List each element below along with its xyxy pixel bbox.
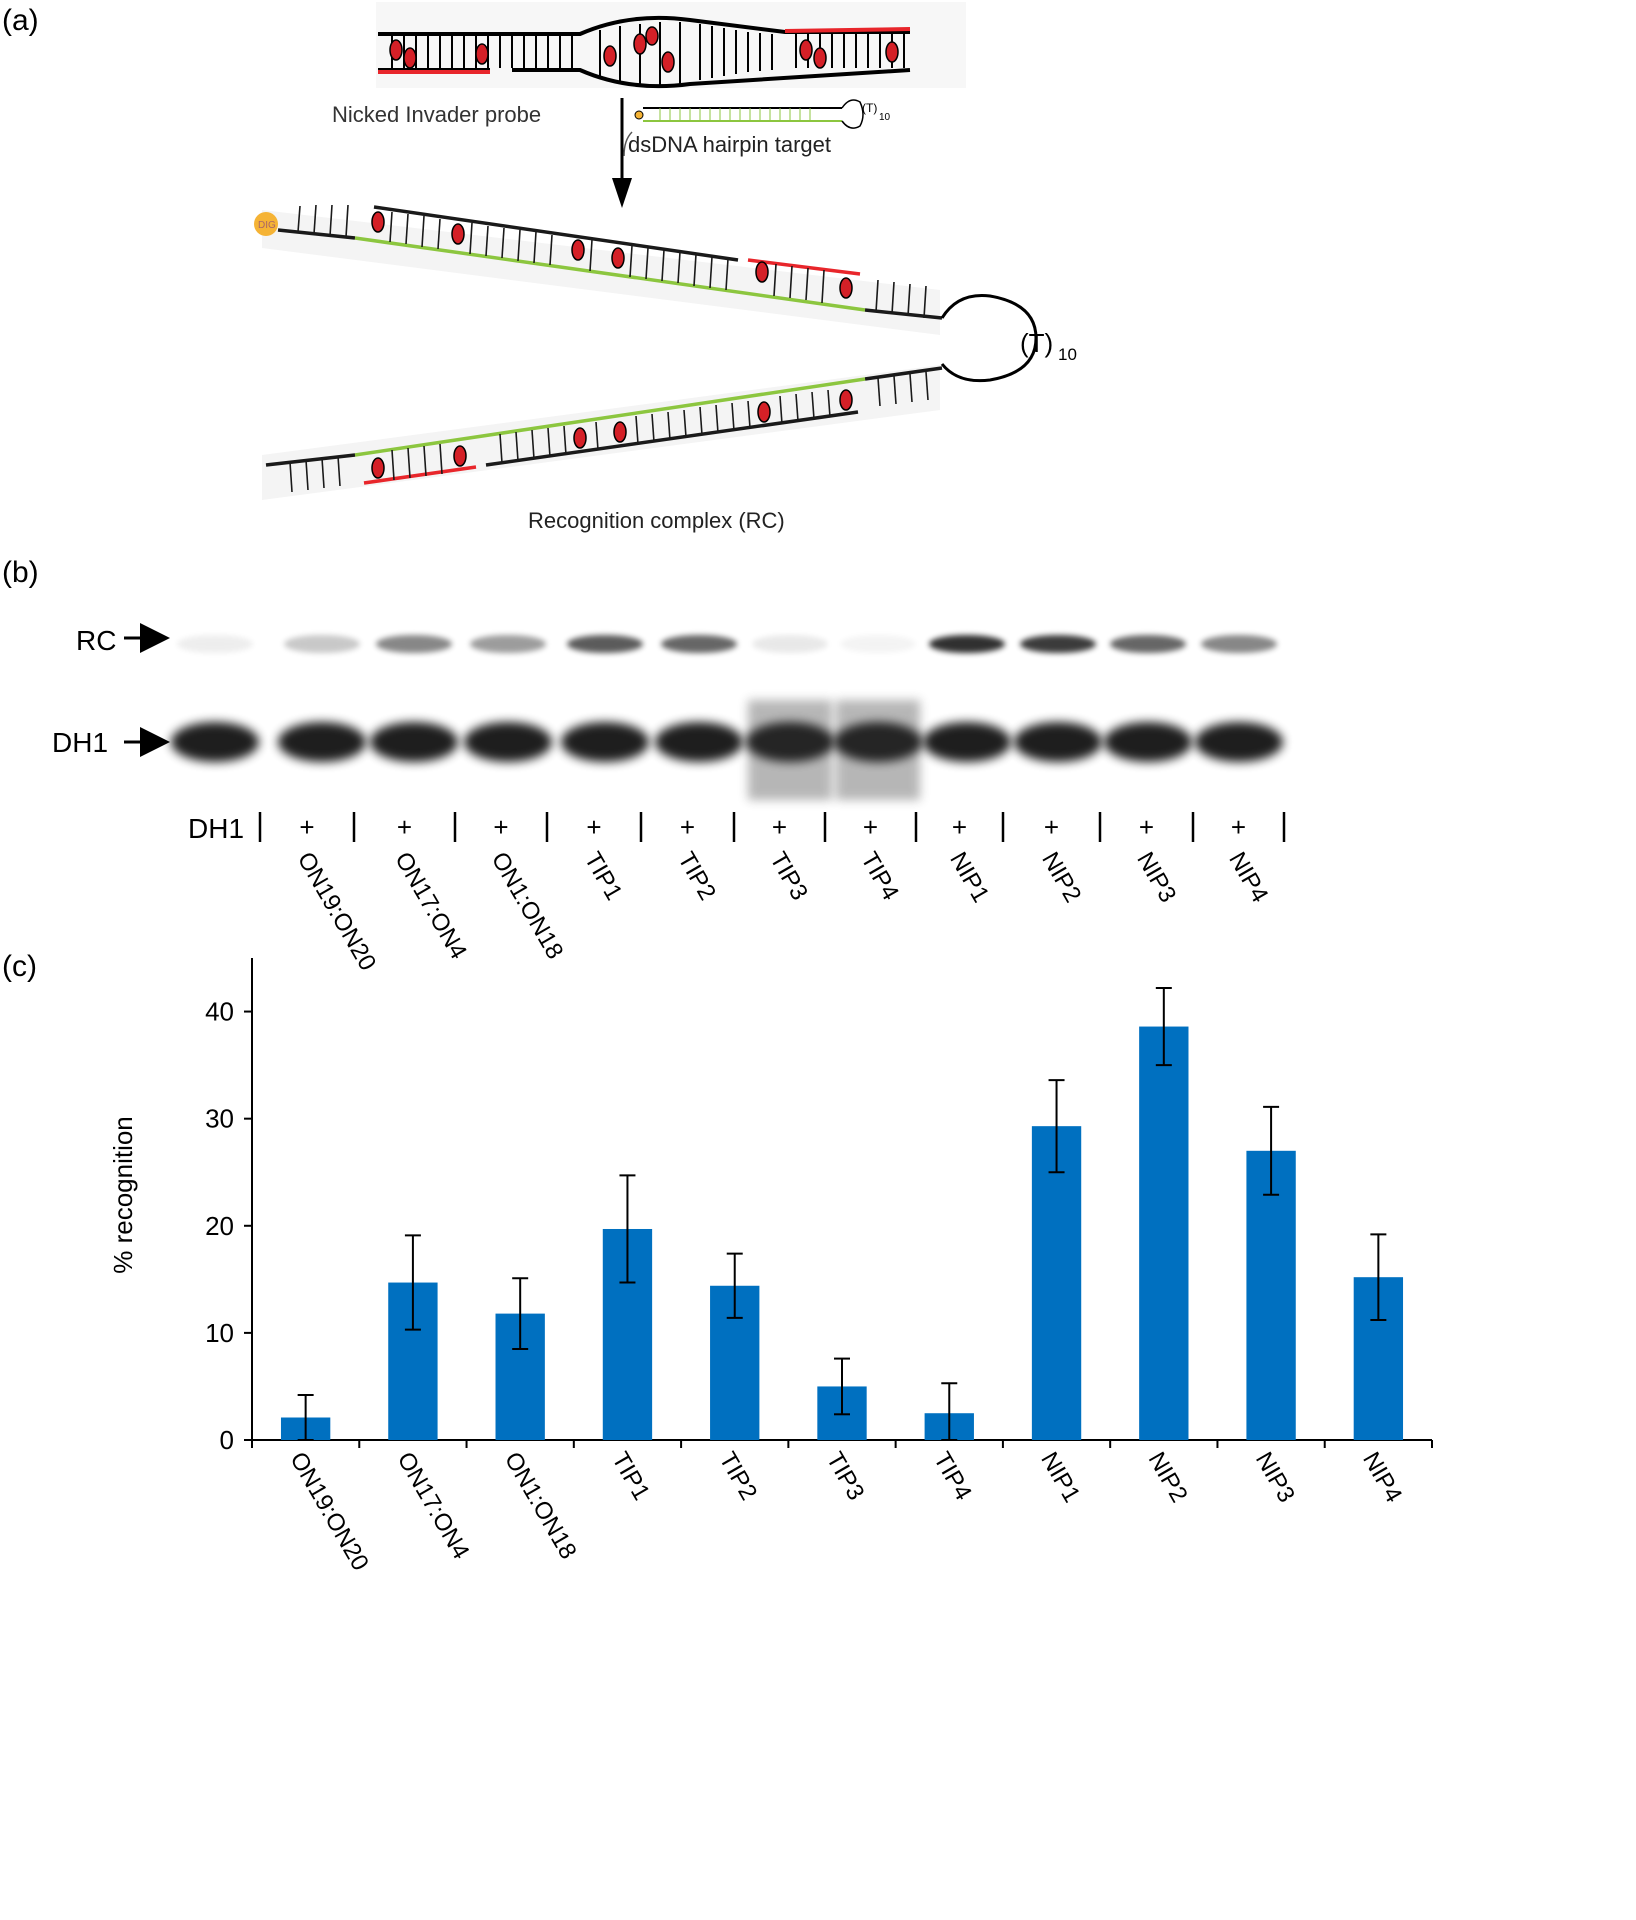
rc-band: [1020, 635, 1096, 653]
bar: [1139, 1026, 1189, 1440]
gel-lane-label: NIP2: [1036, 848, 1086, 908]
lane-plus: +: [1139, 812, 1154, 842]
dh1-band: [464, 722, 552, 762]
gel-lane-label: TIP4: [855, 848, 904, 905]
dh1-band: [1014, 722, 1102, 762]
lane-plus: +: [493, 812, 508, 842]
svg-text:(T): (T): [862, 101, 877, 115]
y-tick-label: 40: [205, 997, 234, 1027]
svg-text:10: 10: [879, 112, 891, 123]
lane-plus: +: [680, 812, 695, 842]
lane-plus: +: [772, 812, 787, 842]
panel-label-c: (c): [2, 950, 37, 983]
smear: [836, 700, 920, 800]
dh1-band: [655, 722, 743, 762]
dh1-band: [561, 722, 649, 762]
invader-probe-diagram: [376, 2, 966, 89]
panel-label-b: (b): [2, 556, 39, 589]
x-tick-label: ON19:ON20: [284, 1448, 373, 1576]
lane-plus: +: [397, 812, 412, 842]
dh1-band: [278, 722, 366, 762]
y-tick-label: 10: [205, 1318, 234, 1348]
rc-label: RC: [76, 625, 116, 656]
lane-plus: +: [1231, 812, 1246, 842]
rc-band: [567, 635, 643, 653]
rc-band: [1201, 635, 1277, 653]
x-tick-label: NIP1: [1035, 1448, 1085, 1508]
rc-band: [840, 635, 916, 653]
gel-lane-label: TIP2: [672, 848, 721, 905]
gel-lane-label: NIP1: [944, 848, 994, 908]
x-tick-label: TIP1: [606, 1448, 655, 1505]
x-tick-label: TIP2: [714, 1448, 763, 1505]
rc-band: [661, 635, 737, 653]
loop-subscript: 10: [1058, 345, 1077, 364]
gel-lane-label: TIP1: [579, 848, 628, 905]
dh1-band: [370, 722, 458, 762]
x-tick-label: ON17:ON4: [392, 1448, 475, 1564]
gel-image: [182, 596, 1300, 824]
dh1-band: [1104, 722, 1192, 762]
gel-lane-label: ON19:ON20: [292, 848, 381, 976]
x-tick-label: TIP3: [821, 1448, 870, 1505]
lane-plus: +: [299, 812, 314, 842]
lane-plus: +: [1044, 812, 1059, 842]
target-label: dsDNA hairpin target: [628, 132, 831, 157]
y-tick-label: 30: [205, 1104, 234, 1134]
lane-plus: +: [586, 812, 601, 842]
lane-plus: +: [952, 812, 967, 842]
panel-label-a: (a): [2, 4, 39, 37]
dh1-label: DH1: [52, 727, 108, 758]
y-axis-title: % recognition: [108, 1116, 138, 1274]
rc-band: [1110, 635, 1186, 653]
dh1-band: [923, 722, 1011, 762]
smear: [748, 700, 832, 800]
recognition-complex-diagram: DIG: [254, 204, 1077, 500]
rc-band: [752, 635, 828, 653]
rc-band: [177, 635, 253, 653]
gel-lane-label: NIP3: [1131, 848, 1181, 908]
rc-band: [470, 635, 546, 653]
x-tick-label: NIP4: [1357, 1448, 1407, 1508]
svg-text:DIG: DIG: [258, 220, 276, 231]
x-tick-label: ON1:ON18: [499, 1448, 582, 1564]
y-tick-label: 20: [205, 1211, 234, 1241]
dh1-band: [171, 722, 259, 762]
y-tick-label: 0: [220, 1425, 234, 1455]
gel-panel: RC DH1 DH1 + + + + + + + + + + + ON19:ON20 ON17:ON4…: [52, 596, 1300, 975]
gel-lane-label: NIP4: [1223, 848, 1273, 908]
probe-label: Nicked Invader probe: [332, 102, 541, 127]
dig-label-dot: [254, 212, 278, 236]
hairpin-target-icon: (T) 10: [634, 99, 891, 129]
rc-band: [284, 635, 360, 653]
lane-plus: +: [863, 812, 878, 842]
dh1-band: [1195, 722, 1283, 762]
gel-lane-label: TIP3: [764, 848, 813, 905]
loop-label: (T): [1020, 328, 1053, 358]
gel-lane-label: ON17:ON4: [389, 848, 472, 964]
rc-band: [929, 635, 1005, 653]
x-tick-label: NIP3: [1250, 1448, 1300, 1508]
rc-band: [376, 635, 452, 653]
bar-chart: 0 10 20 30 40 ON19:ON20 ON17:ON4 ON1:ON18 TIP1 T…: [108, 958, 1433, 1576]
scheme-panel: Nicked Invader probe (T) 10 dsDNA: [254, 2, 1077, 533]
x-tick-label: NIP2: [1143, 1448, 1193, 1508]
complex-label: Recognition complex (RC): [528, 508, 785, 533]
lane-row-label: DH1: [188, 813, 244, 844]
bar: [1246, 1150, 1296, 1440]
x-tick-label: TIP4: [928, 1448, 977, 1505]
gel-lane-label: ON1:ON18: [486, 848, 569, 964]
bar: [1031, 1126, 1082, 1440]
